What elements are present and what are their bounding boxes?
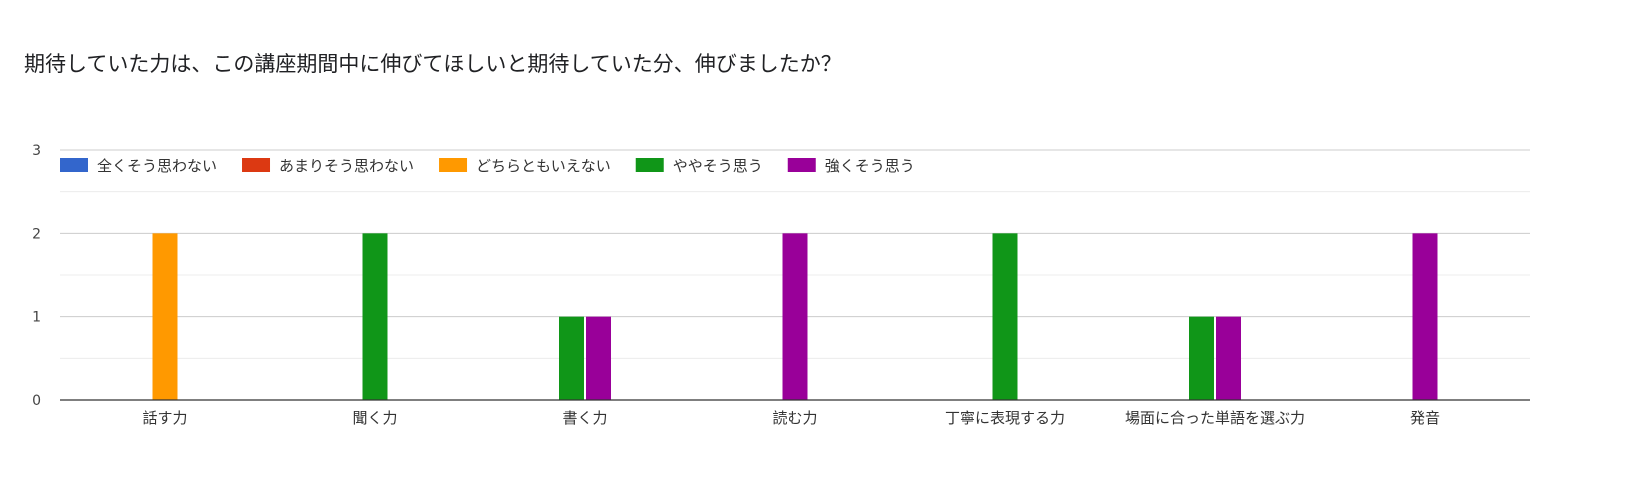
legend-item: あまりそう思わない — [242, 157, 414, 175]
legend-swatch — [787, 158, 816, 172]
y-tick-label: 3 — [32, 143, 41, 159]
legend-label: あまりそう思わない — [279, 157, 414, 175]
legend-label: 強くそう思う — [825, 157, 915, 175]
category-label: 丁寧に表現する力 — [945, 409, 1065, 427]
chart-title: 期待していた力は、この講座期間中に伸びてほしいと期待していた分、伸びましたか？ — [24, 52, 842, 76]
category-label: 読む力 — [772, 409, 817, 427]
y-tick-label: 0 — [32, 393, 41, 409]
bar — [992, 233, 1018, 400]
y-tick-labels: 0 1 2 3 — [32, 143, 41, 409]
legend-item: ややそう思う — [635, 157, 763, 175]
bar — [1189, 316, 1214, 400]
legend-label: 全くそう思わない — [97, 157, 217, 175]
y-tick-label: 2 — [32, 226, 41, 242]
legend-swatch — [60, 158, 88, 172]
legend-label: どちらともいえない — [476, 157, 611, 175]
category-labels: 話す力 聞く力 書く力 読む力 丁寧に表現する力 場面に合った単語を選ぶ力 発音 — [142, 409, 1440, 427]
legend-label: ややそう思う — [673, 157, 763, 175]
category-label: 聞く力 — [352, 409, 397, 427]
category-label: 発音 — [1410, 409, 1440, 427]
legend-swatch — [242, 158, 271, 172]
bar — [782, 233, 808, 400]
legend-swatch — [635, 158, 664, 172]
bar — [559, 316, 584, 400]
bar — [152, 233, 178, 400]
y-tick-label: 1 — [32, 310, 41, 326]
legend-item: 全くそう思わない — [60, 157, 217, 175]
category-label: 書く力 — [562, 409, 607, 427]
bar — [1216, 316, 1241, 400]
bar — [362, 233, 388, 400]
bars — [152, 233, 1438, 400]
legend-item: どちらともいえない — [439, 157, 611, 175]
category-label: 話す力 — [142, 409, 187, 427]
legend-swatch — [439, 158, 468, 172]
bar — [586, 316, 611, 400]
legend: 全くそう思わない あまりそう思わない どちらともいえない ややそう思う 強くそう思う — [60, 157, 915, 175]
bar — [1412, 233, 1438, 400]
legend-item: 強くそう思う — [787, 157, 915, 175]
category-label: 場面に合った単語を選ぶ力 — [1125, 409, 1305, 427]
